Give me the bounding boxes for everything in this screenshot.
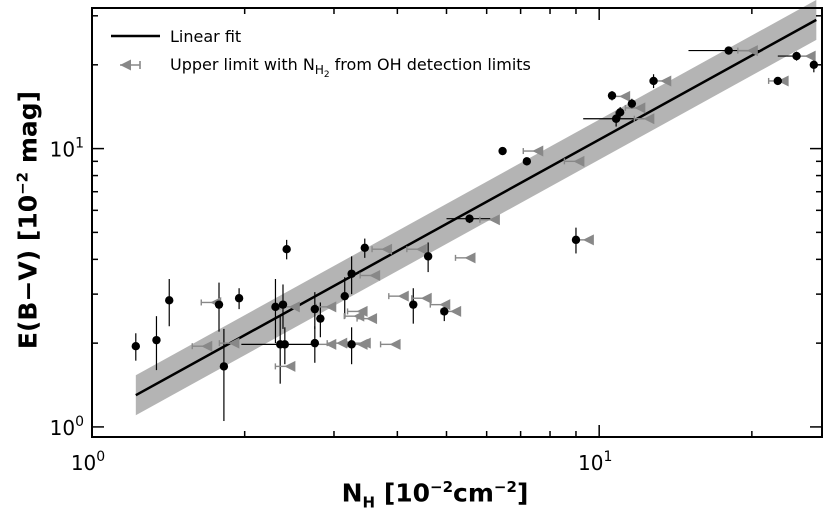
legend-fit-label: Linear fit [170, 27, 241, 46]
detection-point [409, 300, 418, 309]
upper-limit-point [381, 243, 393, 255]
legend-upper-limit-label: Upper limit with NH2 from OH detection l… [170, 55, 531, 80]
detection-point [360, 243, 369, 253]
detection-point [809, 60, 819, 70]
upper-limit-point [573, 155, 585, 167]
x-tick-label: 101 [578, 449, 612, 475]
upper-limit-point [397, 290, 409, 302]
legend: Linear fit Upper limit with NH2 from OH … [111, 27, 531, 80]
detection-point [724, 46, 733, 55]
x-tick-label: 100 [71, 449, 105, 475]
upper-limit-point [369, 269, 381, 281]
y-axis-label-wrap: E(B−V) [10−2 mag] [8, 0, 48, 440]
detection-point [310, 304, 320, 314]
plot-frame [91, 7, 823, 438]
detection-point [278, 300, 288, 309]
y-tick-label: 101 [50, 136, 84, 162]
y-axis-label: E(B−V) [10−2 mag] [13, 90, 43, 350]
upper-limit-point [804, 50, 816, 62]
detection-point [340, 291, 349, 301]
detection-point [465, 214, 474, 223]
detection-point [214, 300, 224, 309]
detection-point [131, 341, 140, 351]
detection-point [347, 269, 356, 278]
detection-point [165, 296, 174, 305]
detection-point [607, 91, 617, 100]
upper-limit-point [582, 234, 594, 246]
detection-point [649, 76, 658, 86]
upper-limit-point [532, 145, 544, 157]
upper-limit-point [777, 75, 789, 87]
detection-point [773, 76, 782, 86]
detection-point [498, 146, 507, 156]
upper-limit-point [660, 75, 672, 87]
upper-limit-point [389, 338, 401, 350]
detection-point [280, 340, 290, 349]
upper-limit-point [201, 340, 213, 352]
detection-point [611, 114, 621, 123]
upper-limit-point [284, 360, 296, 372]
upper-limit-point [356, 305, 368, 317]
upper-limit-point [415, 243, 427, 255]
errorbar-layer [135, 47, 815, 422]
upper-limit-point [488, 214, 500, 226]
upper-limit-point [228, 337, 240, 349]
upper-limit-point [619, 90, 631, 102]
upper-limit-point [288, 301, 300, 313]
upper-limit-point [643, 113, 655, 125]
fit-line-layer [135, 18, 817, 397]
detection-point [316, 314, 325, 323]
detection-point [347, 340, 356, 349]
detection-point [234, 294, 244, 303]
detection-layer [131, 46, 819, 371]
upper-limit-point [746, 45, 758, 57]
upper-limit-point [464, 252, 476, 264]
detection-point [310, 338, 320, 348]
x-axis-label: NH [10−2cm−2] [341, 478, 529, 512]
detection-point [571, 235, 581, 245]
detection-point [219, 362, 229, 371]
upper-limit-point [359, 337, 371, 349]
upper-limit-point [325, 338, 337, 350]
axis-ticks: 100 101 100 101 [50, 8, 822, 475]
upper-limit-point [420, 292, 432, 304]
fit-line [135, 18, 817, 397]
detection-point [522, 157, 532, 166]
detection-point [423, 252, 433, 261]
upper-limit-point [450, 305, 462, 317]
upper-limit-point [439, 299, 451, 311]
detection-point [271, 302, 280, 312]
detection-point [615, 108, 625, 117]
detection-point [282, 245, 291, 254]
legend-triangle-swatch [120, 59, 131, 71]
upper-limit-point [634, 102, 646, 114]
detection-point [152, 335, 161, 345]
detection-point [627, 99, 637, 108]
y-tick-label: 100 [50, 414, 84, 440]
upper-limit-point [366, 313, 378, 325]
detection-point [440, 307, 449, 316]
upper-limit-point [336, 337, 348, 349]
detection-point [792, 51, 801, 61]
upper-limit-point [325, 301, 337, 313]
